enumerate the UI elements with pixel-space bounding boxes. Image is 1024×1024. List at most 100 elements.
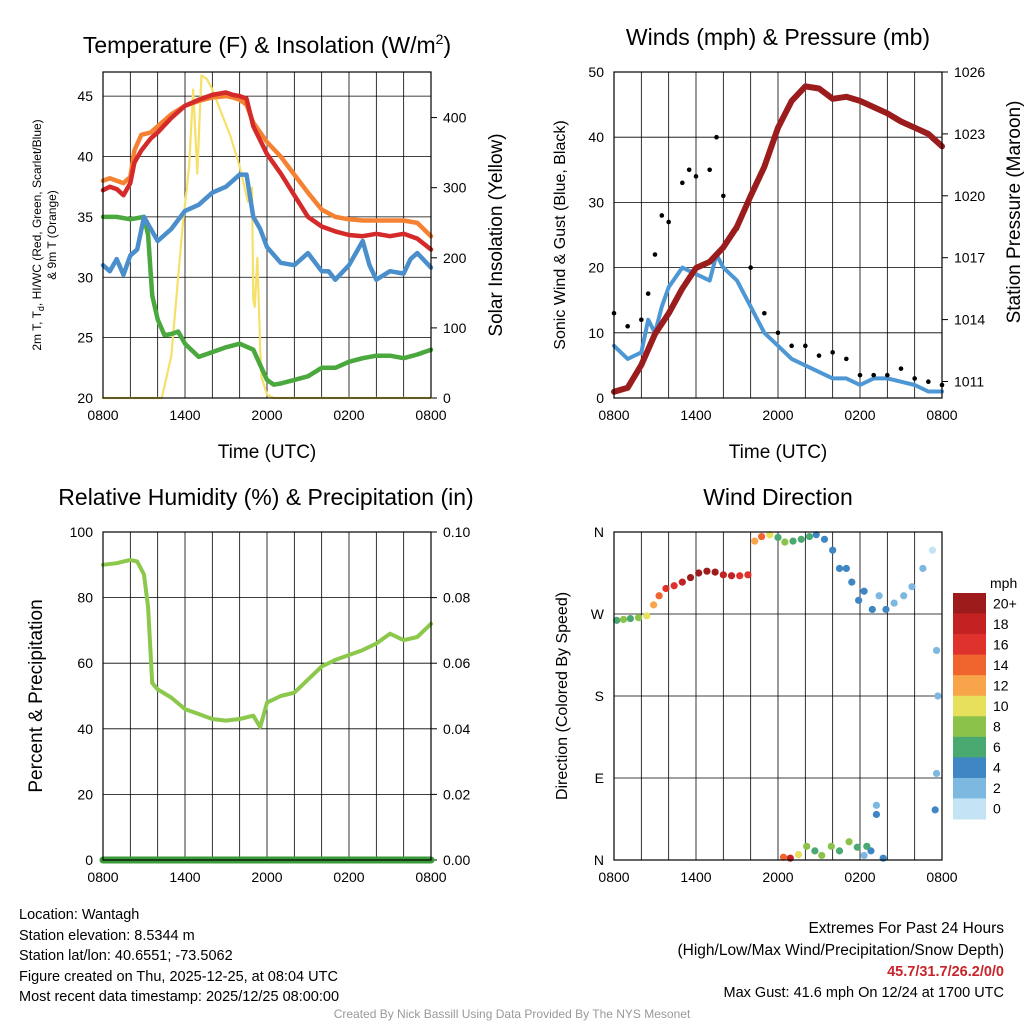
direction-point — [719, 571, 727, 579]
gust-point — [762, 310, 767, 316]
colorbar-tick-label: 12 — [993, 677, 1009, 693]
direction-point — [727, 572, 736, 580]
x-tick-label: 0800 — [926, 407, 957, 423]
direction-point — [829, 546, 837, 554]
direction-point — [686, 573, 695, 582]
direction-point — [855, 596, 863, 604]
recent-data-text: Most recent data timestamp: 2025/12/25 0… — [19, 989, 340, 1005]
x-tick-label: 0800 — [926, 869, 957, 885]
extremes-subtitle: (High/Low/Max Wind/Precipitation/Snow De… — [677, 942, 1005, 959]
y2-tick-label: 0.08 — [443, 590, 470, 606]
series-line-td-wc — [100, 172, 434, 282]
colorbar-tick-label: 4 — [993, 760, 1001, 776]
gust-point — [789, 343, 794, 349]
direction-point — [931, 806, 939, 814]
winds-chart-title: Winds (mph) & Pressure (mb) — [626, 24, 930, 50]
direction-point — [662, 584, 670, 593]
colorbar-tick-label: 18 — [993, 616, 1009, 632]
x-tick-label: 0800 — [87, 869, 118, 885]
colorbar-tick-label: 16 — [993, 636, 1009, 652]
y2-tick-label: 0.06 — [443, 655, 470, 671]
direction-point — [919, 564, 927, 573]
y-tick-label: 0 — [596, 390, 604, 406]
gust-point — [748, 265, 753, 270]
direction-point — [626, 614, 635, 623]
direction-point — [860, 851, 868, 860]
y-tick-label: 45 — [77, 88, 93, 104]
series-line-hi-wc — [100, 214, 434, 387]
series-line-9m-t — [100, 93, 434, 239]
x-tick-label: 2000 — [762, 407, 793, 423]
elevation-text: Station elevation: 8.5344 m — [19, 927, 195, 944]
y-tick-label: 100 — [70, 524, 94, 540]
colorbar-swatch — [953, 757, 986, 779]
speed-colorbar: 20+ 18 16 14 12 10 8 6 4 2 0 — [953, 593, 1017, 820]
station-info: Location: Wantagh Station elevation: 8.5… — [19, 905, 339, 1008]
direction-point — [744, 571, 752, 579]
direction-point — [678, 578, 686, 586]
y-tick-label: 40 — [77, 149, 93, 165]
direction-point — [751, 537, 759, 545]
humidity-chart-title: Relative Humidity (%) & Precipitation (i… — [58, 484, 473, 510]
direction-point — [805, 532, 814, 541]
colorbar-tick-label: 2 — [993, 780, 1001, 796]
direction-point — [670, 582, 678, 590]
colorbar-tick-label: 10 — [993, 698, 1009, 714]
x-tick-label: 0200 — [844, 407, 875, 423]
direction-point — [695, 569, 703, 577]
y-tick-label: N — [594, 524, 604, 540]
colorbar-tick-label: 6 — [993, 739, 1001, 755]
x-tick-label: 0800 — [598, 869, 629, 885]
location-text: Location: Wantagh — [19, 907, 140, 923]
plot-frame — [102, 71, 432, 399]
x-tick-label: 1400 — [169, 407, 200, 423]
latlon-text: Station lat/lon: 40.6551; -73.5062 — [19, 948, 233, 964]
colorbar-swatch — [953, 654, 986, 676]
series-line-sonic-wind — [612, 252, 944, 394]
y-tick-label: W — [591, 606, 605, 622]
gust-point — [816, 353, 822, 358]
y2-tick-label: 200 — [443, 250, 467, 266]
y-tick-label: 40 — [77, 721, 93, 737]
gust-point — [871, 372, 876, 378]
y-tick-label: 35 — [77, 209, 93, 225]
colorbar-tick-label: 8 — [993, 719, 1001, 735]
y-tick-label: 80 — [77, 590, 93, 606]
y2-tick-label: 0.10 — [443, 524, 470, 540]
y-tick-label: 20 — [77, 390, 93, 406]
direction-point — [932, 769, 941, 778]
direction-point — [643, 612, 651, 620]
x-tick-label: 0800 — [598, 407, 629, 423]
x-tick-label: 2000 — [251, 407, 282, 423]
colorbar-tick-label: 20+ — [993, 595, 1017, 611]
direction-point — [619, 615, 628, 624]
winds-y2-axis-label: Station Pressure (Maroon) — [1004, 101, 1024, 324]
y2-tick-label: 0.00 — [443, 852, 470, 868]
plot-frame — [613, 71, 943, 399]
y-tick-label: 40 — [588, 129, 604, 145]
y2-tick-label: 100 — [443, 320, 467, 336]
y-tick-label: 25 — [77, 330, 93, 346]
colorbar-swatch — [953, 593, 986, 615]
x-tick-label: 0200 — [333, 869, 364, 885]
x-tick-label: 0200 — [844, 869, 875, 885]
series-line-2m-t — [100, 90, 434, 252]
credit-text: Created By Nick Bassill Using Data Provi… — [333, 1007, 691, 1021]
gust-point — [686, 167, 692, 173]
x-tick-label: 0800 — [415, 869, 446, 885]
colorbar-swatch — [953, 675, 986, 697]
colorbar-swatch — [953, 736, 986, 758]
gust-point — [652, 252, 658, 257]
direction-point — [842, 564, 850, 573]
direction-point — [786, 854, 794, 862]
direction-point — [703, 567, 711, 575]
direction-point — [835, 564, 844, 573]
y-tick-label: N — [594, 852, 604, 868]
direction-point — [794, 850, 803, 859]
colorbar-tick-label: 14 — [993, 657, 1009, 673]
direction-point — [711, 568, 719, 576]
direction-point — [613, 616, 621, 624]
gust-point — [912, 376, 917, 381]
direction-point — [812, 531, 820, 539]
